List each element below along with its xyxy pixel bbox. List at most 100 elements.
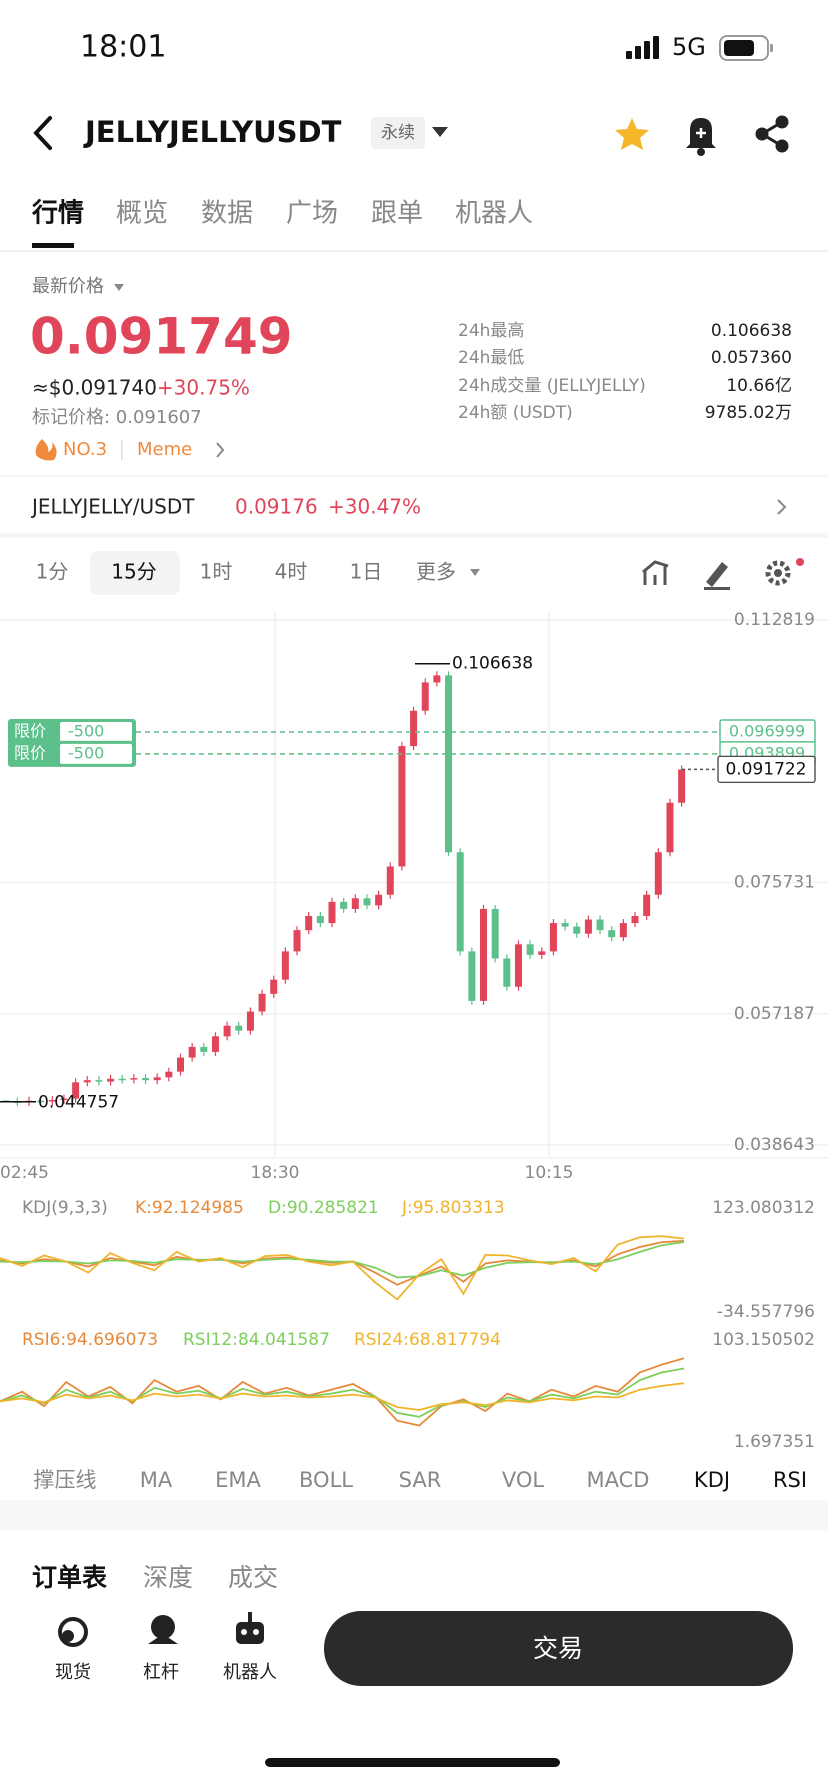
x-tick-label: 18:30 [251,1163,300,1183]
indicator-tab[interactable]: SAR [399,1468,442,1492]
low-marker: 0.044757 [38,1093,119,1113]
candle [375,894,383,906]
candle [118,1078,126,1081]
tab[interactable]: 广场 [286,199,338,229]
chevron[interactable] [777,499,787,515]
indicator-line [0,1241,685,1279]
tab[interactable]: 概览 [116,199,168,229]
legend-entry: J:95.803313 [401,1198,505,1218]
candle [678,769,686,803]
active-interval-bg [90,551,180,595]
divider [0,250,828,252]
trade-button[interactable] [324,1611,793,1686]
order-tab[interactable]: 深度 [143,1563,193,1592]
indicator-tab[interactable]: MA [140,1468,173,1492]
indicator-tab[interactable]: 撑压线 [34,1468,97,1492]
nav-label[interactable]: 现货 [55,1662,91,1683]
y-tick-label: 0.112819 [734,610,815,630]
candle [480,908,488,1001]
candle [258,993,266,1012]
pair-name[interactable]: JELLYJELLY/USDT [30,495,195,519]
signal-icon [626,36,659,59]
indicator-tab[interactable]: MACD [587,1468,650,1492]
price-change: +30.75% [157,376,250,400]
indicator-tab[interactable]: BOLL [299,1468,353,1492]
indicator-tab[interactable]: EMA [215,1468,261,1492]
legend-entry: RSI12:84.041587 [183,1330,330,1350]
stat-value: 0.106638 [711,321,792,341]
indicator-tab[interactable]: KDJ [694,1468,730,1492]
candle [165,1071,173,1078]
indicator-line [0,1235,685,1301]
candle [235,1025,243,1031]
divider [0,1157,828,1159]
indicator-tab[interactable]: VOL [502,1468,545,1492]
interval[interactable]: 更多 [416,560,456,584]
y-tick-label: 0.057187 [734,1004,815,1024]
separator [121,440,123,460]
tab[interactable]: 跟单 [371,199,423,229]
symbol-dropdown[interactable] [432,127,448,137]
price-chart: 0.112819 0.075731 0.057187 0.038643 02:45 18:… [0,610,828,1183]
rsi-min: 1.697351 [734,1432,815,1452]
alert-bell[interactable] [686,118,716,156]
stat-label: 24h最低 [458,348,524,368]
divider [0,1500,828,1530]
back-button[interactable] [33,116,52,150]
nav-label[interactable]: 杠杆 [143,1662,179,1683]
fire-icon [35,439,57,461]
spot-icon[interactable] [58,1617,88,1647]
bot-icon[interactable] [236,1612,264,1644]
symbol: JELLYJELLYUSDT [83,115,342,149]
draw-icon[interactable] [704,562,730,590]
indicator-icon[interactable] [642,560,669,585]
trade-button-label[interactable]: 交易 [533,1634,583,1663]
tab[interactable]: 行情 [31,198,84,229]
candle [188,1046,196,1058]
order-tab[interactable]: 成交 [228,1563,278,1592]
legend-entry: RSI6:94.696073 [22,1330,158,1350]
nav-label[interactable]: 机器人 [223,1662,277,1683]
candle [386,866,394,895]
pair-change: +30.47% [328,495,421,519]
interval[interactable]: 4时 [275,560,308,584]
interval[interactable]: 1日 [350,560,383,584]
order-tab[interactable]: 订单表 [32,1563,108,1592]
candle [48,1100,56,1102]
divider [0,475,828,477]
candle [211,1036,219,1052]
kdj-min: -34.557796 [717,1302,815,1322]
tab[interactable]: 机器人 [455,199,533,229]
candle [95,1080,103,1082]
chevron [216,442,225,458]
candle [526,944,534,955]
candle [421,682,429,711]
candle [83,1080,91,1083]
caret [470,569,480,576]
candle [176,1057,184,1072]
status-time: 18:01 [80,30,166,65]
x-tick-label: 10:15 [525,1163,574,1183]
margin-icon[interactable] [148,1615,178,1644]
indicator-tab[interactable]: RSI [773,1468,807,1492]
interval[interactable]: 1分 [36,560,69,584]
tab[interactable]: 数据 [201,199,253,229]
y-tick-label: 0.075731 [734,873,815,893]
stat-label: 24h最高 [458,321,524,341]
stat-value: 9785.02万 [705,403,792,423]
candle [37,1100,45,1103]
interval[interactable]: 1时 [200,560,233,584]
settings-icon[interactable] [765,558,804,586]
interval[interactable]: 15分 [111,560,156,584]
order-qty-box [60,743,132,764]
tag[interactable]: Meme [137,439,192,460]
order-price: 0.096999 [729,721,805,740]
pair-price: 0.09176 [235,495,318,519]
favorite-star[interactable] [615,118,649,150]
share[interactable] [755,115,789,153]
candle [293,930,301,952]
legend-entry: D:90.285821 [268,1198,379,1218]
legend-entry: K:92.124985 [135,1198,244,1218]
indicator-line [0,1367,685,1418]
candle [60,1098,68,1101]
